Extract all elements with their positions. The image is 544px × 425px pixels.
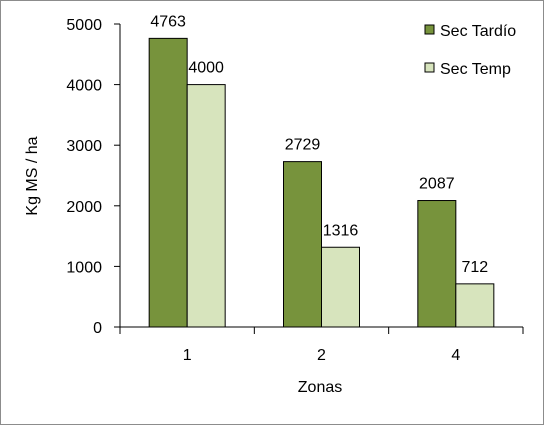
- bars-layer: [148, 37, 495, 328]
- bar-1-1: [148, 37, 188, 328]
- legend-label: Sec Tardío: [440, 23, 516, 40]
- bar-1-2: [283, 161, 322, 328]
- data-label: 2087: [419, 176, 455, 193]
- y-tick-label: 4000: [66, 78, 102, 95]
- y-tick-label: 5000: [66, 17, 102, 34]
- axes-layer: 0 1000 2000 3000 4000 5000 1 2 4: [66, 17, 524, 364]
- legend-swatch: [424, 24, 435, 35]
- data-label: 1316: [323, 222, 359, 239]
- y-tick-label: 1000: [66, 259, 102, 276]
- x-tick-label: 4: [451, 347, 460, 364]
- legend: Sec Tardío Sec Temp: [424, 23, 516, 78]
- y-tick-label: 2000: [66, 199, 102, 216]
- y-axis-title: Kg MS / ha: [24, 136, 41, 215]
- legend-label: Sec Temp: [440, 61, 511, 78]
- bar-1-4: [417, 200, 457, 328]
- y-tick-label: 3000: [66, 138, 102, 155]
- data-label: 2729: [285, 137, 321, 154]
- bar-2-1: [186, 84, 226, 328]
- x-axis-title: Zonas: [298, 379, 342, 396]
- data-label: 4000: [188, 60, 224, 77]
- x-tick-label: 1: [183, 347, 192, 364]
- bar-2-2: [321, 246, 360, 328]
- x-tick-label: 2: [317, 347, 326, 364]
- labels-layer: 4763 2729 2087 4000 1316 712: [150, 13, 488, 275]
- legend-swatch: [424, 62, 435, 73]
- data-label: 4763: [150, 13, 186, 30]
- bar-2-4: [455, 283, 495, 328]
- y-tick-label: 0: [93, 320, 102, 337]
- data-label: 712: [461, 259, 488, 276]
